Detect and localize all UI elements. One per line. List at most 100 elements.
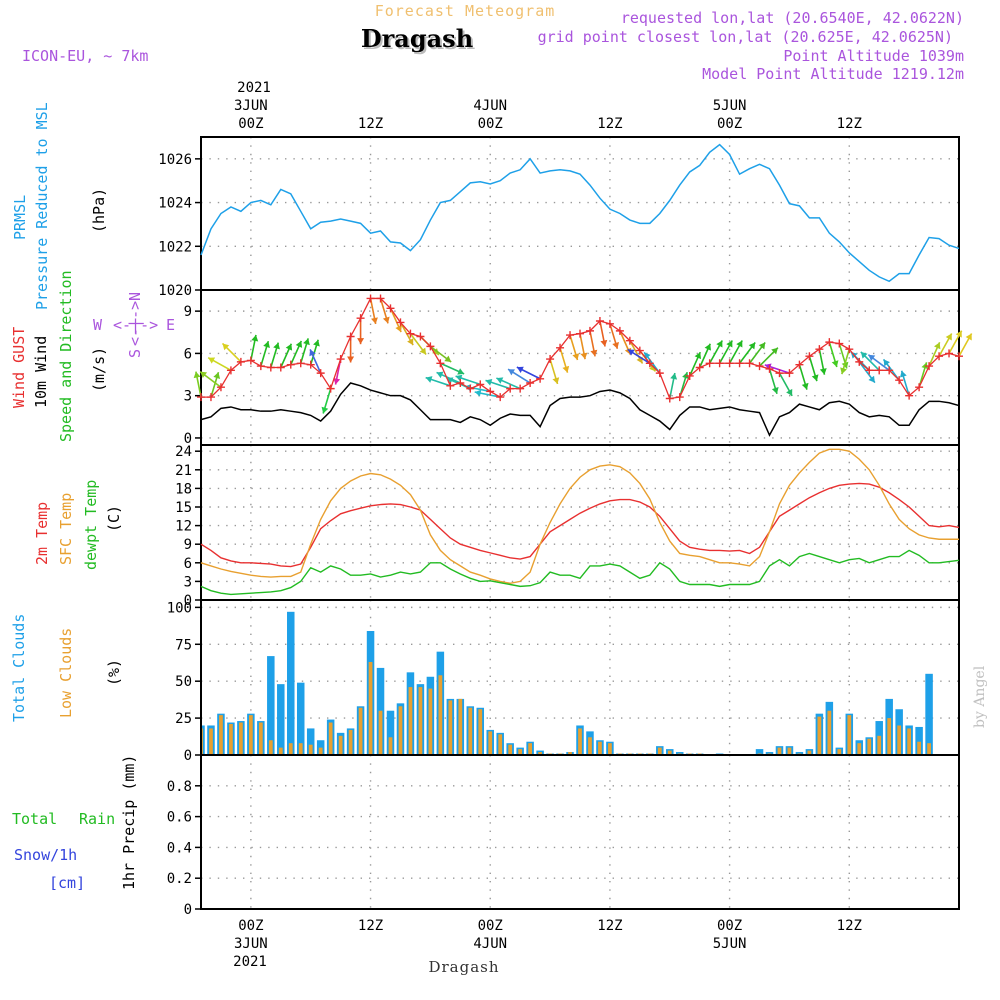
wind-gust-point xyxy=(246,356,255,365)
top-time-label: 12Z xyxy=(358,116,383,132)
wind-arrow xyxy=(485,378,511,390)
wind-arrow xyxy=(280,343,293,368)
wind-arrow xyxy=(496,377,521,390)
wind-arrow-head xyxy=(612,341,620,349)
wind-arrow xyxy=(900,370,910,396)
pressure-panel: 1020 1022 1024 1026 xyxy=(158,136,960,299)
low-cloud-bar xyxy=(268,740,273,755)
low-cloud-bar xyxy=(837,749,842,755)
compass-s: S xyxy=(126,349,144,358)
low-cloud-bar xyxy=(209,728,213,755)
wind-arrow xyxy=(958,333,973,357)
wind-gust-point xyxy=(306,360,315,369)
wind-arrow xyxy=(938,333,953,357)
wind-arrow xyxy=(436,371,461,384)
low-cloud-bar xyxy=(588,737,592,755)
y-tick-label: 1022 xyxy=(158,239,192,255)
low-cloud-bar xyxy=(608,743,612,755)
wind-gust-point xyxy=(895,376,904,385)
wind-arrow-head xyxy=(716,340,723,348)
low-cloud-bar xyxy=(508,744,513,755)
wind-arrow xyxy=(321,388,332,414)
bottom-time-label: 12Z xyxy=(837,918,862,934)
total-cloud-bar xyxy=(386,710,395,755)
temp-sfc-series-line xyxy=(200,448,959,584)
low-cloud-bar xyxy=(657,747,662,755)
wind-arrow xyxy=(309,349,322,374)
panel-frame xyxy=(200,754,960,910)
wind-gust-point xyxy=(426,342,435,351)
low-cloud-bar xyxy=(528,743,533,755)
wind-arrow xyxy=(808,355,819,382)
wind-arrow xyxy=(516,366,541,380)
wind-arrow xyxy=(860,351,880,371)
top-time-label: 12Z xyxy=(837,116,862,132)
wind-arrow xyxy=(758,347,779,367)
wind-arrow-head xyxy=(313,339,320,347)
wind-gust-point xyxy=(346,332,355,341)
low-cloud-bar xyxy=(917,741,921,755)
low-cloud-bar xyxy=(418,687,423,755)
low-cloud-bar xyxy=(378,710,383,755)
wind-arrow xyxy=(369,298,378,325)
wind-gust-point xyxy=(566,331,575,340)
y-tick-label: 15 xyxy=(175,500,192,516)
wind-arrow-head xyxy=(736,340,743,348)
low-cloud-bar xyxy=(578,728,582,755)
y-tick-label: 12 xyxy=(175,519,192,535)
low-cloud-bar xyxy=(857,743,862,755)
y-tick-label: 18 xyxy=(175,481,192,497)
wind-label-speed-dir: Speed and Direction xyxy=(57,270,75,442)
wind-gust-point xyxy=(556,343,565,352)
wind-gust-point xyxy=(326,384,335,393)
wind-arrow-head xyxy=(670,373,678,380)
wind-gust-point xyxy=(755,362,764,371)
wind-arrow xyxy=(199,370,222,388)
low-cloud-bar xyxy=(308,744,313,755)
total-cloud-bar xyxy=(267,656,275,755)
wind-arrow-head xyxy=(883,359,890,367)
precip-label-axis: 1hr Precip (mm) xyxy=(120,755,138,890)
wind-arrow-head xyxy=(955,330,962,338)
low-cloud-bar xyxy=(867,738,872,755)
wind-gust-point xyxy=(635,346,644,355)
low-cloud-bar xyxy=(887,718,892,755)
precip-label-total: Total xyxy=(12,810,57,828)
wind-gust-point xyxy=(825,338,834,347)
wind-arrow-head xyxy=(900,370,907,378)
precip-label-cm: [cm] xyxy=(49,874,85,892)
wind-arrow-head xyxy=(193,371,201,379)
wind-arrow xyxy=(840,348,851,375)
wind-gust-point xyxy=(576,329,584,338)
wind-arrow-head xyxy=(347,356,355,363)
wind-arrow xyxy=(207,356,232,372)
wind-label-gust: Wind GUST xyxy=(10,327,28,408)
wind-arrow xyxy=(290,340,303,366)
model-label: ICON-EU, ~ 7km xyxy=(22,47,148,65)
wind-arrow xyxy=(748,341,766,364)
wind-arrow xyxy=(440,362,465,375)
total-cloud-bar xyxy=(306,728,315,755)
bottom-year: 2021 xyxy=(233,954,267,970)
wind-arrow xyxy=(948,330,963,354)
wind-gust-point xyxy=(416,332,425,341)
wind-arrow xyxy=(309,339,320,365)
wind-arrow-head xyxy=(213,372,221,379)
wind-gust-point xyxy=(935,352,944,361)
wind-gust-point xyxy=(256,362,265,371)
wind-arrow xyxy=(429,345,452,363)
low-cloud-bar xyxy=(338,735,343,755)
wind-arrow-head xyxy=(758,342,766,350)
wind-arrow-head xyxy=(600,339,608,347)
total-cloud-bar xyxy=(925,673,933,755)
wind-gust-point xyxy=(805,352,814,361)
wind-arrow xyxy=(928,342,941,367)
y-tick-label: 1020 xyxy=(158,283,192,299)
wind-arrow xyxy=(559,347,570,373)
wind-gust-point xyxy=(885,366,894,375)
wind-arrow xyxy=(347,336,355,363)
low-cloud-bar xyxy=(877,735,882,755)
wind-gust-point xyxy=(506,384,515,393)
wind-arrow-head xyxy=(516,366,524,373)
wind-arrow-head xyxy=(562,365,570,373)
